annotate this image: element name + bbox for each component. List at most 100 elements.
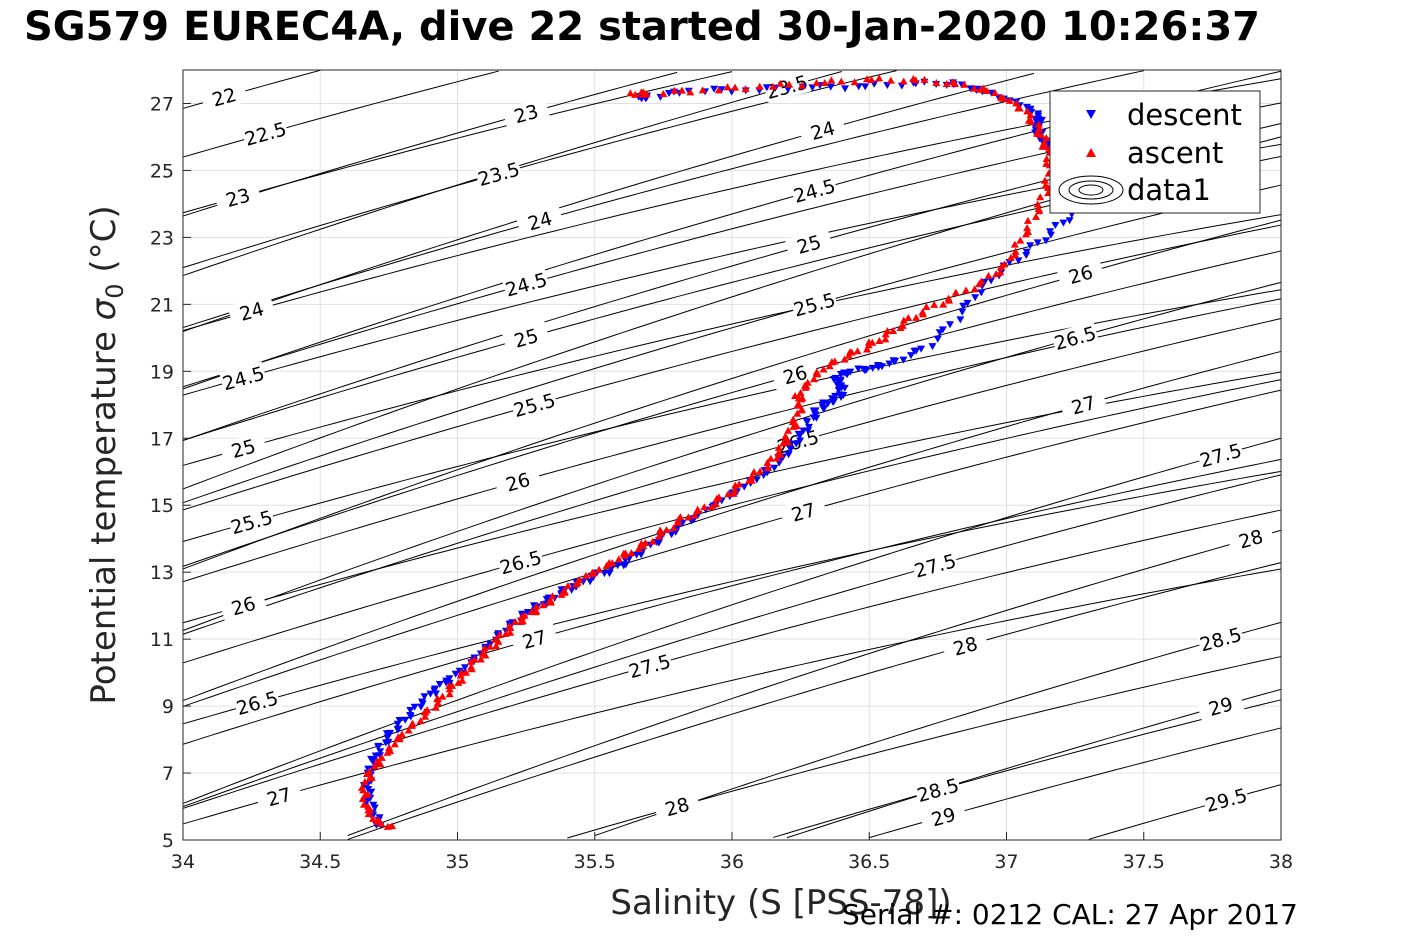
isopycnal-line: [182, 509, 1282, 809]
ascent-point: [1005, 96, 1014, 104]
ascent-point: [398, 730, 407, 738]
ascent-point: [357, 783, 366, 791]
ascent-point: [662, 525, 671, 533]
ascent-point: [669, 524, 678, 532]
y-tick-label: 9: [162, 696, 174, 718]
ascent-point: [548, 592, 557, 600]
ascent-point: [416, 717, 425, 725]
y-tick-label: 19: [150, 361, 174, 383]
descent-point: [796, 437, 805, 445]
descent-point: [831, 392, 840, 400]
ascent-point: [723, 83, 732, 91]
ascent-point: [714, 86, 723, 94]
isopycnal-label: 23.5: [476, 158, 523, 191]
ascent-point: [404, 726, 413, 734]
descent-point: [586, 578, 595, 586]
ascent-point: [909, 74, 918, 82]
ascent-point: [454, 678, 463, 686]
descent-point: [367, 755, 376, 763]
descent-point: [1034, 110, 1043, 118]
descent-point: [710, 85, 719, 93]
descent-point: [938, 326, 947, 334]
ascent-point: [369, 814, 378, 822]
descent-point: [958, 308, 967, 316]
descent-point: [811, 407, 820, 415]
descent-point: [784, 86, 793, 94]
legend-descent-label: descent: [1127, 98, 1242, 132]
chart-title: SG579 EUREC4A, dive 22 started 30-Jan-20…: [24, 4, 1260, 50]
ascent-point: [462, 668, 471, 676]
ascent-point: [1042, 159, 1051, 167]
ascent-point: [820, 79, 829, 87]
isopycnal-label-bg: [241, 117, 290, 151]
ascent-point: [684, 513, 693, 521]
ascent-point: [518, 617, 527, 625]
isopycnal-label-bg: [501, 96, 551, 131]
ascent-point: [377, 753, 386, 761]
ascent-point: [951, 288, 960, 296]
isopycnal-line: [182, 250, 1282, 567]
isopycnal-label: 28.5: [1198, 624, 1245, 657]
ascent-point: [495, 630, 504, 638]
ascent-point: [700, 503, 709, 511]
descent-point: [394, 725, 403, 733]
descent-point: [883, 81, 892, 89]
isopycnal-label-bg: [200, 80, 249, 114]
ascent-point: [932, 78, 941, 86]
ascent-point: [390, 740, 399, 748]
ascent-point: [863, 345, 872, 353]
isopycnal-line: [182, 214, 1282, 466]
ascent-point: [883, 327, 892, 335]
descent-point: [804, 427, 813, 435]
ascent-point: [729, 489, 738, 497]
descent-point: [836, 377, 845, 385]
ascent-point: [423, 706, 432, 714]
x-tick-label: 35.5: [574, 851, 616, 873]
ascent-point: [749, 468, 758, 476]
ascent-point: [922, 303, 931, 311]
ascent-point: [747, 476, 756, 484]
ascent-point: [1042, 154, 1051, 162]
ascent-point: [394, 733, 403, 741]
descent-point: [445, 675, 454, 683]
ascent-point: [735, 480, 744, 488]
descent-point: [417, 698, 426, 706]
ascent-point: [763, 463, 772, 471]
ascent-point: [478, 649, 487, 657]
isopycnal-label: 24.5: [503, 269, 550, 302]
ascent-point: [784, 438, 793, 446]
isopycnal-label-bg: [1226, 522, 1275, 556]
legend-box: [1049, 90, 1261, 214]
ascent-point: [961, 286, 970, 294]
descent-point: [840, 384, 849, 392]
isopycnal-label-bg: [1056, 257, 1105, 291]
ascent-point: [756, 467, 765, 475]
descent-point: [792, 440, 801, 448]
descent-point: [906, 352, 915, 360]
ascent-point: [511, 618, 520, 626]
ascent-point: [433, 694, 442, 702]
descent-point: [808, 84, 817, 92]
ascent-point: [637, 88, 646, 96]
ascent-point: [714, 493, 723, 501]
ascent-point: [421, 712, 430, 720]
descent-point: [946, 321, 955, 329]
ascent-point: [850, 78, 859, 86]
descent-point: [374, 742, 383, 750]
ascent-point: [1036, 193, 1045, 201]
ascent-point: [614, 555, 623, 563]
ascent-point: [948, 78, 957, 86]
ascent-point: [747, 472, 756, 480]
descent-point: [410, 703, 419, 711]
isopycnal-label-bg: [779, 495, 828, 529]
ascent-point: [741, 85, 750, 93]
descent-point: [426, 690, 435, 698]
isopycnal-label: 26.5: [498, 547, 545, 580]
ascent-point: [939, 300, 948, 308]
isopycnal-label-bg: [1196, 438, 1245, 472]
descent-point: [826, 83, 835, 91]
isopycnal-label-bg: [510, 622, 559, 656]
ascent-point: [774, 449, 783, 457]
ascent-point: [796, 388, 805, 396]
ascent-point: [486, 642, 495, 650]
